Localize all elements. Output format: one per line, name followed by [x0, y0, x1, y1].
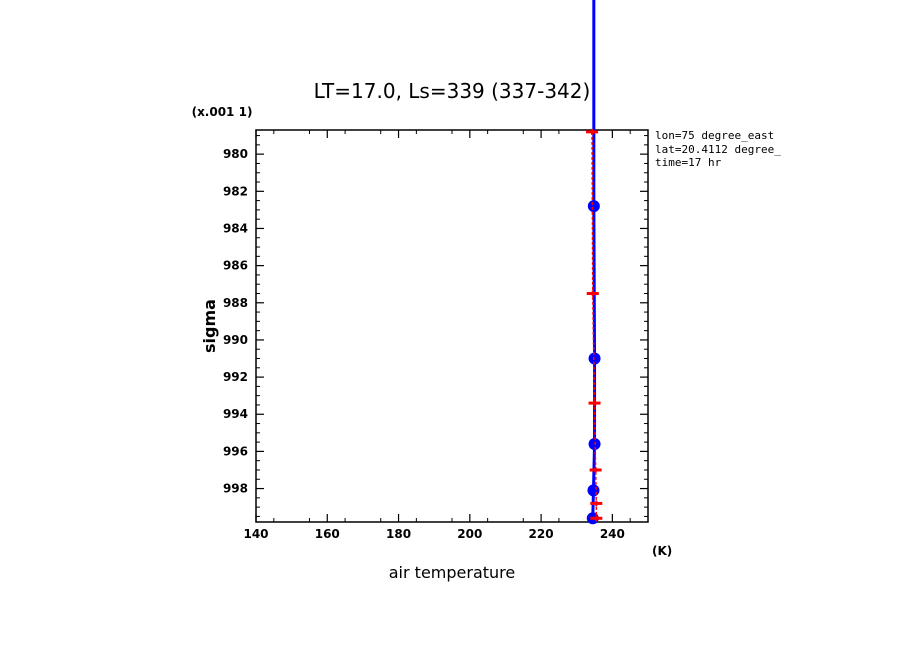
- x-ticks: [255, 130, 631, 522]
- x-unit-label: (K): [652, 544, 672, 558]
- x-tick-label: 200: [457, 527, 482, 541]
- y-tick-label: 996: [223, 444, 248, 458]
- x-tick-label: 220: [529, 527, 554, 541]
- y-tick-label: 992: [223, 370, 248, 384]
- chart-title: LT=17.0, Ls=339 (337-342): [314, 79, 591, 103]
- x-tick-label: 180: [386, 527, 411, 541]
- y-tick-label: 986: [223, 259, 248, 273]
- plot-frame: [255, 129, 649, 523]
- series-layer: [586, 0, 603, 525]
- y-tick-labels: 980 982 984 986 988 990 992 994 996 998: [223, 147, 248, 495]
- info-block: lon=75 degree_east lat=20.4112 degree_ t…: [655, 129, 781, 169]
- x-tick-label: 240: [600, 527, 625, 541]
- y-tick-label: 990: [223, 333, 248, 347]
- y-tick-label: 994: [223, 407, 248, 421]
- x-tick-labels: 140 160 180 200 220 240: [243, 527, 624, 541]
- y-tick-label: 980: [223, 147, 248, 161]
- y-tick-label: 988: [223, 296, 248, 310]
- y-tick-label: 984: [223, 221, 248, 235]
- info-line-2: lat=20.4112 degree_: [655, 143, 781, 156]
- info-line-1: lon=75 degree_east: [655, 129, 774, 142]
- x-axis-label: air temperature: [389, 563, 515, 582]
- y-ticks: [256, 135, 648, 517]
- y-axis-label: sigma: [200, 299, 219, 353]
- y-tick-label: 998: [223, 482, 248, 496]
- data-point-blue: [587, 200, 600, 213]
- y-scale-label: (x.001 1): [192, 105, 253, 119]
- info-line-3: time=17 hr: [655, 156, 722, 169]
- y-tick-label: 982: [223, 184, 248, 198]
- x-tick-label: 160: [315, 527, 340, 541]
- x-tick-label: 140: [243, 527, 268, 541]
- data-point-blue: [587, 484, 600, 497]
